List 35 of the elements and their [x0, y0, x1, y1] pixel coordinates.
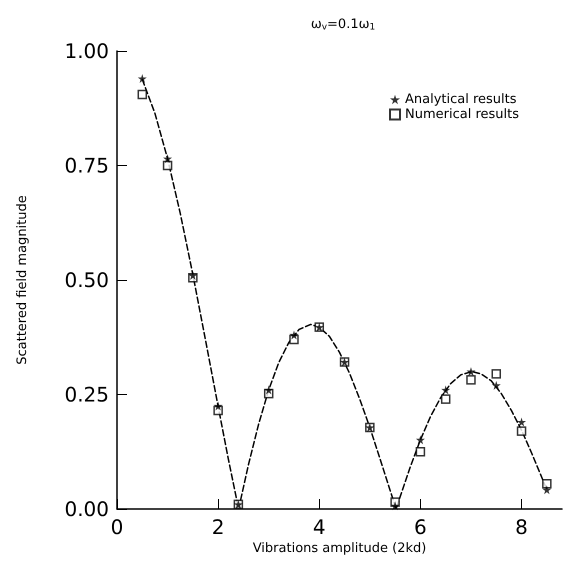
y-tick-label: 0.00 [64, 497, 109, 521]
point [492, 380, 501, 390]
point [492, 369, 502, 379]
point [138, 90, 148, 100]
point [214, 401, 223, 410]
point [138, 74, 147, 83]
point [542, 479, 552, 489]
point [441, 385, 450, 394]
point [416, 447, 426, 456]
x-tick-label: 0 [110, 515, 124, 539]
x-axis-title: Vibrations amplitude (2kd) [252, 540, 426, 556]
point [390, 501, 400, 510]
point [466, 375, 476, 385]
point [416, 435, 425, 444]
point [517, 417, 526, 426]
x-tick-label: 4 [312, 515, 326, 539]
point [542, 485, 552, 494]
y-tick-label: 0.50 [64, 268, 109, 292]
x-tick-label: 8 [515, 515, 528, 539]
x-tick-label: 2 [212, 515, 225, 539]
point [516, 426, 526, 436]
x-tick-label: 6 [414, 515, 427, 539]
point [289, 330, 298, 340]
y-axis-title: Scattered field magnitude [15, 195, 30, 365]
point [264, 385, 274, 394]
legend-label: Analytical results [405, 92, 517, 107]
y-tick-label: 0.25 [64, 382, 109, 406]
y-tick-label: 0.75 [64, 154, 109, 178]
y-tick-label: 1.00 [64, 39, 109, 63]
point [440, 394, 450, 404]
legend-label: Numerical results [405, 107, 520, 122]
point [188, 270, 198, 280]
point [163, 154, 172, 164]
point [162, 160, 172, 170]
point [466, 367, 476, 376]
